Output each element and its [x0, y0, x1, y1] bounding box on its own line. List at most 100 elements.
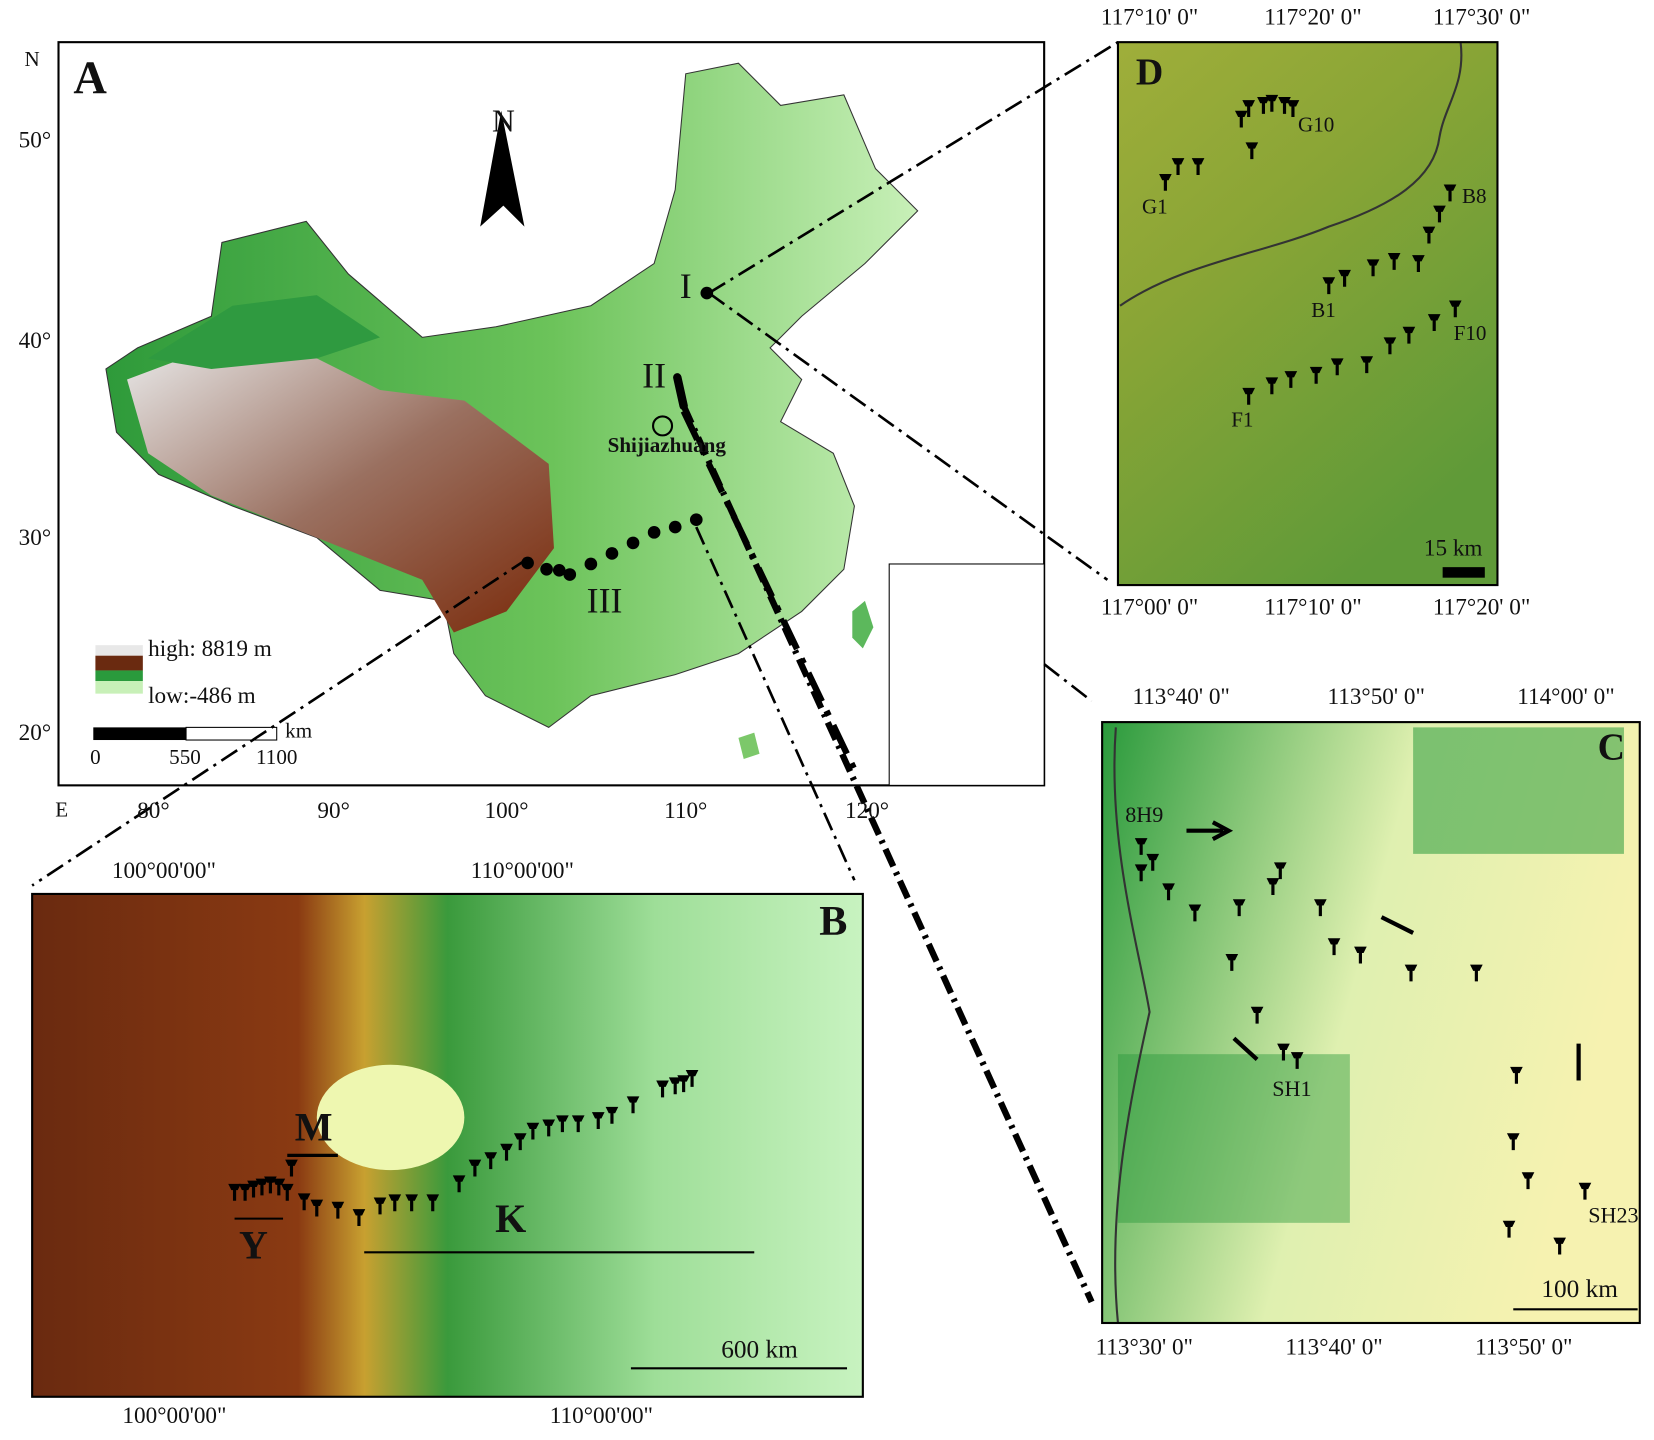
sample-pin	[1159, 173, 1172, 191]
taiwan	[852, 600, 874, 649]
legend-swatch	[95, 655, 143, 671]
lat-tick-label: 40°	[19, 328, 51, 354]
site-dot	[540, 562, 553, 576]
legend-swatch	[95, 680, 143, 694]
sample-pin	[1322, 277, 1336, 295]
sample-pin	[247, 1180, 260, 1198]
sample-pin	[1327, 938, 1341, 956]
sample-pin	[1360, 356, 1374, 374]
sample-pin	[1245, 142, 1259, 160]
sample-pin	[352, 1209, 366, 1227]
sample-pin	[1383, 337, 1397, 355]
hainan	[738, 732, 760, 760]
connector-c	[1043, 663, 1093, 703]
city-marker	[652, 415, 674, 437]
lat-tick-label: 30°	[19, 525, 51, 551]
sample-pin	[571, 1115, 585, 1133]
sample-pin	[1521, 1172, 1535, 1190]
coord-tick-label: 117°00' 0"	[1101, 595, 1198, 621]
sample-pin	[1314, 899, 1327, 917]
sample-pin	[542, 1119, 556, 1137]
coord-tick-label: 117°10' 0"	[1264, 595, 1361, 621]
site-dot	[584, 557, 598, 571]
sample-pin	[1146, 853, 1160, 871]
sample-pin	[1257, 96, 1270, 114]
panel-b-frame	[31, 892, 864, 1398]
scale-unit: km	[285, 718, 313, 742]
sample-pin	[1553, 1237, 1566, 1255]
sample-pin	[405, 1194, 418, 1212]
site-i	[700, 286, 714, 300]
sample-pin	[1273, 862, 1287, 880]
site-dot	[521, 556, 534, 570]
axis-corner: N	[25, 47, 40, 71]
coord-tick-label: 113°50' 0"	[1475, 1335, 1572, 1361]
site-label: B8	[1462, 184, 1487, 208]
sample-pin	[1134, 864, 1148, 882]
coord-tick-label: 110°00'00"	[471, 858, 574, 884]
site-label: F1	[1231, 408, 1253, 432]
sample-pin	[500, 1143, 513, 1161]
lon-tick-label: 120°	[845, 798, 889, 824]
scale-label: 100 km	[1541, 1275, 1618, 1303]
sample-pin	[1242, 387, 1255, 405]
lon-tick-label: 80°	[137, 798, 169, 824]
legend-label: high: 8819 m	[148, 636, 272, 662]
sample-pin	[426, 1194, 440, 1212]
coord-tick-label: 100°00'00"	[122, 1403, 226, 1429]
lat-tick-label: 20°	[19, 720, 51, 746]
sample-pin	[331, 1201, 345, 1219]
city-label: Shijiazhuang	[608, 433, 727, 457]
site-label: SH23	[1588, 1203, 1638, 1228]
sample-pin	[1134, 838, 1148, 855]
scale-bar	[185, 726, 278, 741]
coord-tick-label: 113°50' 0"	[1328, 684, 1425, 710]
sample-pin	[1366, 259, 1380, 277]
panel-a-frame	[57, 41, 1046, 787]
axis-corner: E	[55, 798, 68, 822]
site-ii	[673, 373, 688, 411]
site-label: G10	[1298, 112, 1334, 136]
scale-bar	[93, 727, 187, 741]
sichuan-basin	[316, 1064, 465, 1171]
sample-pin	[1290, 1052, 1304, 1069]
ridge	[1117, 1054, 1350, 1223]
connector-d	[708, 41, 1119, 581]
site-dot	[626, 536, 640, 550]
sample-pin	[310, 1199, 324, 1217]
site-label: B1	[1311, 298, 1336, 322]
border	[1119, 42, 1463, 307]
sample-pin	[1443, 184, 1457, 202]
sample-pin	[1284, 371, 1298, 388]
site-label: I	[680, 266, 692, 306]
scale-label: 0	[90, 745, 101, 769]
sample-pin	[238, 1183, 252, 1201]
sample-pin	[656, 1080, 669, 1098]
sample-pin	[1232, 899, 1246, 917]
panel-label: B	[819, 898, 847, 945]
inset-frame	[888, 563, 1045, 786]
sample-pin	[285, 1159, 298, 1177]
sample-pin	[484, 1152, 498, 1170]
lon-tick-label: 90°	[317, 798, 349, 824]
sample-pin	[1162, 883, 1175, 901]
site-dot	[605, 547, 619, 560]
panel-d-terrain	[1117, 42, 1498, 586]
sample-pin	[1510, 1066, 1523, 1084]
sample-pin	[591, 1112, 605, 1130]
coord-tick-label: 117°30' 0"	[1433, 4, 1530, 30]
scale-bar	[1442, 567, 1485, 578]
region-label: M	[295, 1104, 333, 1149]
sample-pin	[1330, 358, 1344, 376]
sample-pin	[1470, 964, 1483, 982]
sample-pin	[1502, 1220, 1516, 1238]
sample-pin	[373, 1197, 387, 1215]
sample-pin	[1265, 94, 1279, 112]
site-dot	[552, 563, 566, 577]
coord-tick-label: 100°00'00"	[112, 858, 216, 884]
sample-pin	[1412, 255, 1425, 272]
connector-b	[31, 526, 856, 887]
sample-pin	[280, 1183, 294, 1201]
coord-tick-label: 117°20' 0"	[1433, 595, 1530, 621]
